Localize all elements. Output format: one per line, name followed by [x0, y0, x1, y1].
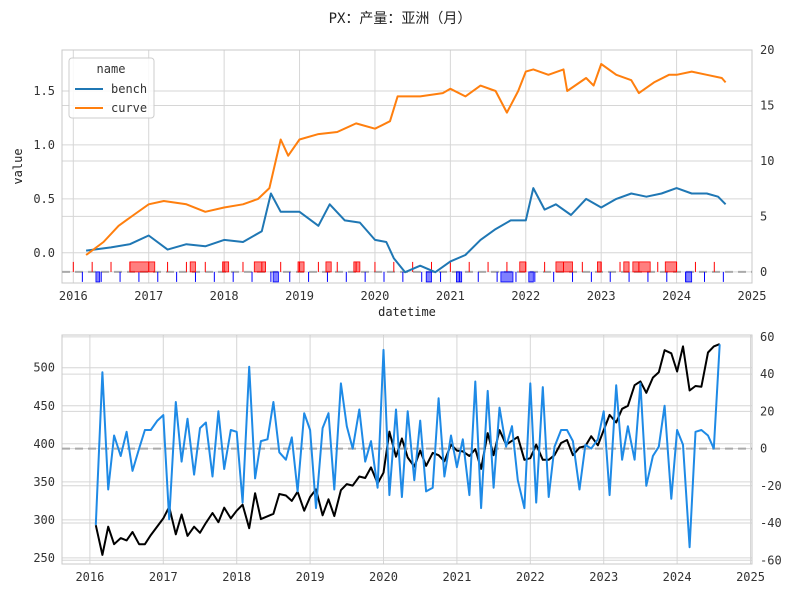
- y-right-tick-label: 60: [760, 330, 774, 344]
- up-signal-band: [664, 261, 677, 273]
- x-tick-label: 2021: [436, 289, 465, 303]
- x-tick-label: 2025: [736, 570, 765, 584]
- x-tick-label: 2025: [738, 289, 767, 303]
- top-panel: 2016 2017 2018 2019 2020 2021 2022 2023 2024 2025…: [11, 43, 774, 319]
- y-right-tick-label: 20: [760, 404, 774, 418]
- y-left-tick-label: 450: [33, 399, 55, 413]
- y-left-tick-label: 350: [33, 475, 55, 489]
- legend-label-curve: curve: [111, 101, 147, 115]
- x-tick-label: 2023: [587, 289, 616, 303]
- y-right-tick-label: 40: [760, 367, 774, 381]
- legend-label-bench: bench: [111, 82, 147, 96]
- y-left-tick-label: 250: [33, 551, 55, 565]
- x-tick-label: 2017: [134, 289, 163, 303]
- legend: name bench curve: [68, 57, 155, 119]
- x-tick-label: 2024: [663, 570, 692, 584]
- series-line-curve: [85, 63, 727, 256]
- up-signal-band: [597, 261, 602, 273]
- y-right-tick-label: 0: [760, 442, 767, 456]
- up-signal-band: [555, 261, 573, 273]
- x-tick-label: 2022: [511, 289, 540, 303]
- y-right-tick-label: -40: [760, 516, 782, 530]
- bottom-panel: 2016 2017 2018 2019 2020 2021 2022 2023 2024 2025…: [33, 330, 781, 584]
- x-tick-label: 2019: [296, 570, 325, 584]
- y-left-tick-label: 0.5: [33, 192, 55, 206]
- y-left-tick-label: 1.5: [33, 84, 55, 98]
- y-left-tick-label: 500: [33, 361, 55, 375]
- y-right-tick-label: 15: [760, 98, 774, 112]
- down-signal-band: [272, 271, 279, 283]
- y-left-tick-label: 0.0: [33, 246, 55, 260]
- up-signal-band: [222, 261, 230, 273]
- up-signal-band: [325, 261, 332, 273]
- y-axis-label: value: [11, 148, 25, 184]
- x-tick-label: 2018: [222, 570, 251, 584]
- y-right-tick-label: 20: [760, 43, 774, 57]
- y-left-tick-label: 400: [33, 437, 55, 451]
- x-tick-label: 2017: [149, 570, 178, 584]
- up-signal-band: [297, 261, 305, 273]
- y-left-tick-label: 300: [33, 513, 55, 527]
- x-tick-label: 2024: [662, 289, 691, 303]
- down-signal-band: [425, 271, 432, 283]
- x-tick-label: 2022: [516, 570, 545, 584]
- up-signal-band: [353, 261, 361, 273]
- plot-frame: [61, 49, 753, 284]
- y-right-tick-label: 5: [760, 209, 767, 223]
- up-signal-band: [632, 261, 651, 273]
- down-signal-band: [528, 271, 534, 283]
- down-signal-band: [95, 271, 101, 283]
- x-tick-label: 2016: [59, 289, 88, 303]
- y-right-tick-label: 10: [760, 154, 774, 168]
- x-tick-label: 2019: [285, 289, 314, 303]
- down-signal-band: [500, 271, 514, 283]
- down-signal-band: [685, 271, 693, 283]
- series-line-bench: [85, 187, 727, 274]
- chart-title: PX：产量：亚洲（月）: [328, 11, 472, 27]
- series-line-series-1: [94, 344, 721, 549]
- x-axis-label: datetime: [378, 305, 436, 319]
- up-signal-band: [189, 261, 196, 273]
- x-tick-label: 2016: [75, 570, 104, 584]
- x-tick-label: 2020: [360, 289, 389, 303]
- x-tick-label: 2018: [210, 289, 239, 303]
- legend-box: [68, 57, 155, 119]
- y-right-tick-label: -20: [760, 479, 782, 493]
- up-signal-band: [129, 261, 156, 273]
- x-tick-label: 2023: [589, 570, 618, 584]
- y-right-tick-label: 0: [760, 265, 767, 279]
- legend-title: name: [97, 62, 126, 76]
- y-right-tick-label: -60: [760, 553, 782, 567]
- up-signal-band: [623, 261, 630, 273]
- x-tick-label: 2021: [442, 570, 471, 584]
- up-signal-band: [253, 261, 267, 273]
- y-left-tick-label: 1.0: [33, 138, 55, 152]
- up-signal-band: [519, 261, 527, 273]
- down-signal-band: [455, 271, 463, 283]
- x-tick-label: 2020: [369, 570, 398, 584]
